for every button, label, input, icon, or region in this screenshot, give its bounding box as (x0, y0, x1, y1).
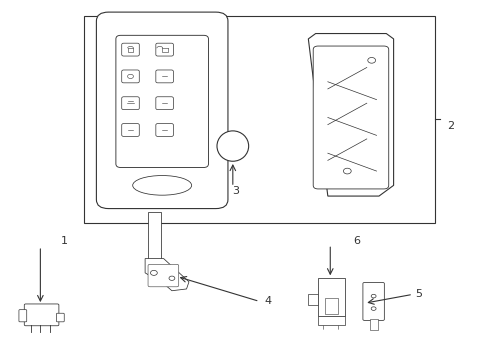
FancyBboxPatch shape (122, 70, 139, 83)
FancyBboxPatch shape (318, 278, 345, 316)
Text: 6: 6 (354, 236, 361, 246)
Bar (147, 212, 161, 258)
FancyBboxPatch shape (156, 43, 173, 56)
FancyBboxPatch shape (122, 123, 139, 136)
FancyBboxPatch shape (148, 264, 179, 287)
FancyBboxPatch shape (156, 123, 173, 136)
FancyBboxPatch shape (156, 97, 173, 110)
FancyBboxPatch shape (56, 313, 64, 322)
FancyBboxPatch shape (363, 283, 384, 320)
Ellipse shape (133, 176, 192, 195)
Bar (84, 16, 435, 223)
FancyBboxPatch shape (122, 97, 139, 110)
Text: 1: 1 (61, 236, 68, 246)
Bar (370, 319, 377, 330)
FancyBboxPatch shape (19, 310, 27, 322)
Text: 3: 3 (232, 186, 239, 196)
Polygon shape (308, 33, 393, 196)
FancyBboxPatch shape (97, 12, 228, 208)
Ellipse shape (217, 131, 248, 161)
FancyBboxPatch shape (116, 35, 208, 167)
Text: 5: 5 (416, 289, 422, 299)
Bar (318, 316, 345, 325)
Bar (308, 294, 318, 305)
FancyBboxPatch shape (122, 43, 139, 56)
FancyBboxPatch shape (156, 70, 173, 83)
FancyBboxPatch shape (313, 46, 389, 189)
Text: 4: 4 (265, 296, 271, 306)
Bar (325, 298, 338, 314)
FancyBboxPatch shape (24, 304, 59, 326)
Text: 2: 2 (447, 121, 454, 131)
Polygon shape (145, 258, 189, 291)
